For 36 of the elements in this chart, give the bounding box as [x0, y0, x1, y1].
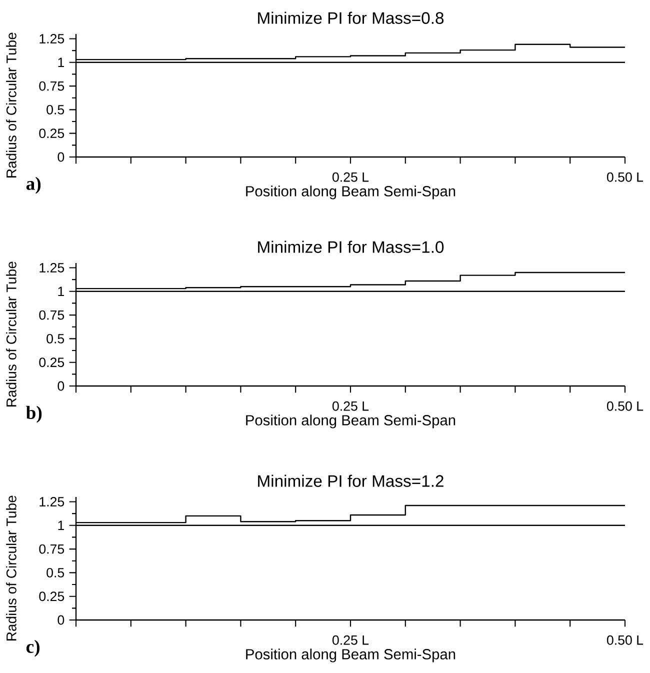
y-tick-label: 0.75: [39, 81, 64, 91]
y-tick-label: 0.5: [46, 334, 64, 344]
x-tick-label: 0.25 L: [332, 635, 369, 645]
x-tick-label: 0.50 L: [606, 401, 644, 411]
chart-title: Minimize PI for Mass=0.8: [258, 12, 444, 24]
chart-title: Minimize PI for Mass=1.0: [258, 240, 444, 253]
chart-title: Minimize PI for Mass=1.2: [258, 474, 444, 487]
y-tick-label: 0.5: [46, 568, 64, 578]
x-axis-title: Position along Beam Semi-Span: [246, 414, 456, 428]
y-tick-label: 0.25: [39, 128, 64, 138]
text: a): [26, 176, 41, 194]
y-tick-label: 0: [58, 152, 64, 162]
y-tick-label: 1: [58, 286, 64, 296]
x-tick-label: 0.50 L: [606, 172, 644, 182]
y-tick-label: 0.75: [39, 544, 64, 554]
y-tick-label: 1: [58, 520, 64, 530]
text: c): [26, 640, 40, 657]
y-tick-label: 0: [58, 615, 64, 625]
y-tick-label: 0.25: [39, 592, 64, 602]
y-tick-label: 0: [58, 381, 64, 391]
x-tick-label: 0.25 L: [332, 401, 369, 411]
x-tick-label: 0.25 L: [332, 172, 369, 182]
x-tick-label: 0.50 L: [606, 635, 644, 645]
text: b): [26, 406, 42, 423]
y-tick-label: 1: [58, 58, 64, 67]
x-axis-title: Position along Beam Semi-Span: [246, 186, 456, 200]
y-tick-label: 0.75: [39, 310, 64, 320]
y-axis-title: Radius of Circular Tube: [6, 32, 16, 178]
x-axis-title: Position along Beam Semi-Span: [246, 648, 456, 662]
y-tick-label: 0.5: [46, 104, 64, 114]
y-tick-label: 1.25: [40, 263, 64, 272]
y-axis-title: Radius of Circular Tube: [6, 496, 16, 640]
y-axis-title: Radius of Circular Tube: [6, 262, 16, 406]
y-tick-label: 1.25: [40, 497, 64, 506]
y-tick-label: 0.25: [39, 358, 64, 368]
y-tick-label: 1.25: [40, 34, 64, 44]
